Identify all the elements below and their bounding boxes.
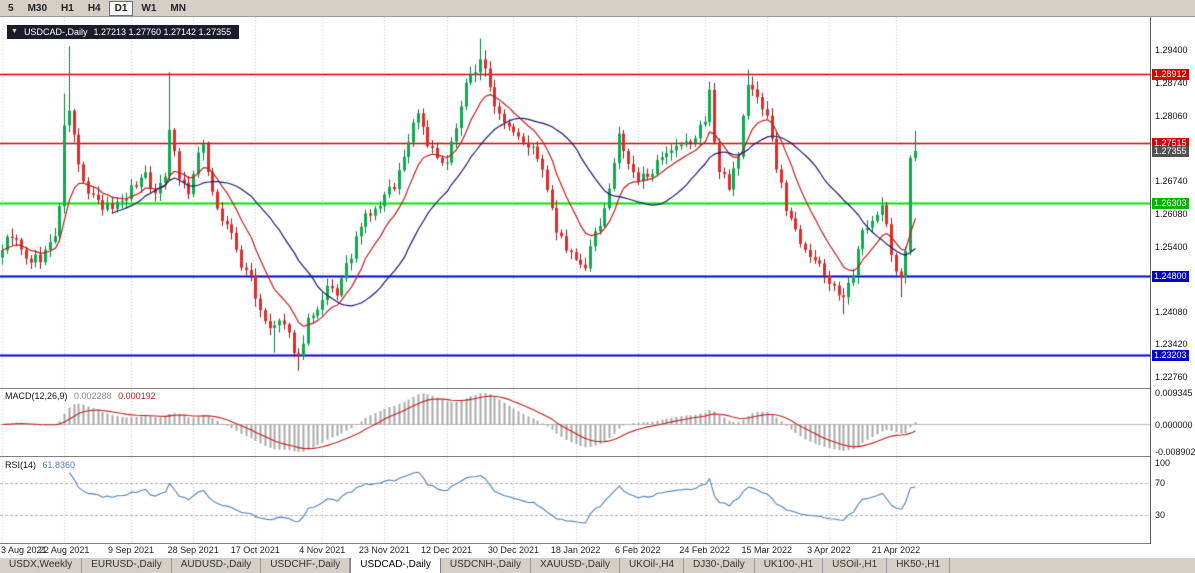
pane-separator[interactable] — [0, 456, 1195, 457]
timeframe-button-d1[interactable]: D1 — [108, 0, 134, 16]
timeframe-button-w1[interactable]: W1 — [141, 2, 157, 14]
timeframe-toolbar: 5 M30 H1 H4 D1 W1 MN — [0, 0, 1195, 17]
date-axis-label: 22 Aug 2021 — [38, 545, 90, 555]
level-price-label: 1.26303 — [1152, 197, 1189, 209]
current-price-label: 1.27355 — [1152, 145, 1189, 157]
chart-tab-uk100-h1[interactable]: UK100-,H1 — [754, 558, 824, 573]
chart-title-symbol: USDCAD-,Daily — [23, 27, 88, 37]
date-axis-label: 23 Nov 2021 — [358, 545, 410, 555]
date-axis-label: 15 Mar 2022 — [741, 545, 793, 555]
price-chart-canvas[interactable] — [0, 17, 1150, 388]
macd-axis-tick: 0.000000 — [1155, 419, 1193, 430]
timeframe-button-mn[interactable]: MN — [170, 2, 186, 14]
chart-tab-hk50-h1[interactable]: HK50-,H1 — [887, 558, 951, 573]
chart-tab-eurusd-daily[interactable]: EURUSD-,Daily — [82, 558, 172, 573]
macd-pane-canvas[interactable] — [0, 389, 1150, 456]
date-axis-label: 30 Dec 2021 — [487, 545, 539, 555]
chart-window-title[interactable]: ▼ USDCAD-,Daily 1.27213 1.27760 1.27142 … — [7, 25, 240, 39]
chart-tab-usdx-weekly[interactable]: USDX,Weekly — [0, 558, 83, 573]
chart-tab-audusd-daily[interactable]: AUDUSD-,Daily — [171, 558, 262, 573]
chart-title-ohlc: 1.27213 1.27760 1.27142 1.27355 — [93, 27, 232, 37]
pane-separator[interactable] — [0, 388, 1195, 389]
chart-menu-icon[interactable]: ▼ — [11, 28, 18, 35]
chart-window: ▼ USDCAD-,Daily 1.27213 1.27760 1.27142 … — [0, 17, 1195, 557]
chart-tab-xauusd-daily[interactable]: XAUUSD-,Daily — [530, 558, 620, 573]
rsi-pane-canvas[interactable] — [0, 457, 1150, 543]
date-axis-label: 21 Apr 2022 — [871, 545, 921, 555]
level-price-label: 1.27515 — [1152, 138, 1189, 150]
price-axis[interactable]: 1.29400 1.28740 1.28060 1.26740 1.26080 1.254… — [1150, 17, 1195, 544]
date-axis-label: 3 Apr 2022 — [807, 545, 851, 555]
rsi-axis-tick: 100 — [1155, 458, 1171, 468]
date-axis-label: 4 Nov 2021 — [299, 545, 346, 555]
macd-indicator-label: MACD(12,26,9) 0.002288 0.000192 — [5, 391, 160, 401]
price-tick: 1.28060 — [1155, 111, 1188, 122]
chart-tabs-bar: USDX,Weekly EURUSD-,Daily AUDUSD-,Daily USD… — [0, 557, 1195, 573]
chart-tab-dj30-daily[interactable]: DJ30-,Daily — [684, 558, 755, 573]
level-price-label: 1.24800 — [1152, 271, 1189, 283]
date-axis-label: 3 Aug 2021 — [1, 545, 47, 555]
chart-tab-ukoil-h4[interactable]: UKOil-,H4 — [620, 558, 685, 573]
date-axis-label: 12 Dec 2021 — [421, 545, 473, 555]
chart-tab-usdcnh-daily[interactable]: USDCNH-,Daily — [440, 558, 531, 573]
rsi-value: 61.8360 — [42, 460, 76, 470]
date-axis-label: 6 Feb 2022 — [614, 545, 661, 555]
time-axis[interactable]: 3 Aug 2021 22 Aug 2021 9 Sep 2021 28 Sep 20… — [0, 544, 1150, 557]
rsi-axis-tick: 30 — [1155, 509, 1166, 520]
chart-tab-usoil-h1[interactable]: USOil-,H1 — [823, 558, 888, 573]
price-tick: 1.23420 — [1155, 339, 1188, 350]
rsi-indicator-label: RSI(14) 61.8360 — [5, 460, 79, 470]
macd-name: MACD(12,26,9) — [5, 391, 68, 401]
chart-tab-usdcad-daily[interactable]: USDCAD-,Daily — [350, 558, 441, 573]
date-axis-label: 24 Feb 2022 — [679, 545, 730, 555]
chart-tab-usdchf-daily[interactable]: USDCHF-,Daily — [261, 558, 351, 573]
macd-main-value: 0.002288 — [74, 391, 112, 401]
price-tick: 1.22760 — [1155, 371, 1188, 382]
rsi-name: RSI(14) — [5, 460, 37, 470]
level-price-label: 1.28912 — [1152, 69, 1189, 81]
pane-separator[interactable] — [0, 543, 1195, 544]
price-tick: 1.28740 — [1155, 77, 1188, 88]
price-tick: 1.29400 — [1155, 45, 1188, 56]
macd-axis-tick: -0.008902 — [1155, 447, 1195, 457]
rsi-axis-tick: 70 — [1155, 478, 1166, 489]
date-axis-label: 28 Sep 2021 — [167, 545, 219, 555]
macd-axis-tick: 0.009345 — [1155, 388, 1193, 398]
timeframe-button-m30[interactable]: M30 — [27, 2, 48, 14]
date-axis-label: 17 Oct 2021 — [230, 545, 280, 555]
date-axis-label: 9 Sep 2021 — [108, 545, 155, 555]
price-tick: 1.26080 — [1155, 208, 1188, 219]
macd-signal-value: 0.000192 — [118, 391, 156, 401]
price-tick: 1.24080 — [1155, 306, 1188, 317]
price-tick: 1.25400 — [1155, 241, 1188, 252]
timeframe-button-h1[interactable]: H1 — [61, 2, 74, 14]
level-price-label: 1.23203 — [1152, 349, 1189, 361]
price-tick: 1.26740 — [1155, 176, 1188, 187]
timeframe-button-h4[interactable]: H4 — [87, 2, 101, 14]
timeframe-button-5[interactable]: 5 — [8, 2, 14, 14]
date-axis-label: 18 Jan 2022 — [550, 545, 601, 555]
